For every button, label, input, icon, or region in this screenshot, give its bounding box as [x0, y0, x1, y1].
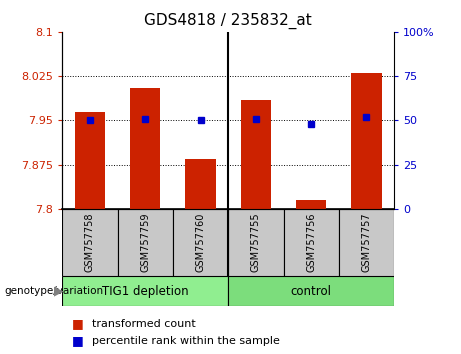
Text: ▶: ▶	[54, 285, 64, 297]
Text: GSM757760: GSM757760	[195, 213, 206, 272]
Text: GSM757757: GSM757757	[361, 213, 372, 272]
Bar	[62, 276, 228, 306]
Text: TIG1 depletion: TIG1 depletion	[102, 285, 189, 298]
Text: control: control	[291, 285, 331, 298]
Bar	[241, 100, 271, 209]
Text: transformed count: transformed count	[92, 319, 196, 329]
Bar	[62, 209, 118, 276]
Text: genotype/variation: genotype/variation	[5, 286, 104, 296]
Text: ■: ■	[71, 335, 83, 347]
Text: GSM757756: GSM757756	[306, 213, 316, 272]
Bar	[228, 209, 284, 276]
Bar	[284, 209, 339, 276]
Text: GSM757759: GSM757759	[140, 213, 150, 272]
Bar	[75, 112, 105, 209]
Text: ■: ■	[71, 318, 83, 330]
Text: percentile rank within the sample: percentile rank within the sample	[92, 336, 280, 346]
Bar	[351, 73, 382, 209]
Bar	[339, 209, 394, 276]
Bar	[118, 209, 173, 276]
Text: GSM757758: GSM757758	[85, 213, 95, 272]
Title: GDS4818 / 235832_at: GDS4818 / 235832_at	[144, 13, 312, 29]
Bar	[173, 209, 228, 276]
Bar	[185, 159, 216, 209]
Bar	[296, 200, 326, 209]
Bar	[228, 276, 394, 306]
Text: GSM757755: GSM757755	[251, 213, 261, 272]
Bar	[130, 88, 160, 209]
